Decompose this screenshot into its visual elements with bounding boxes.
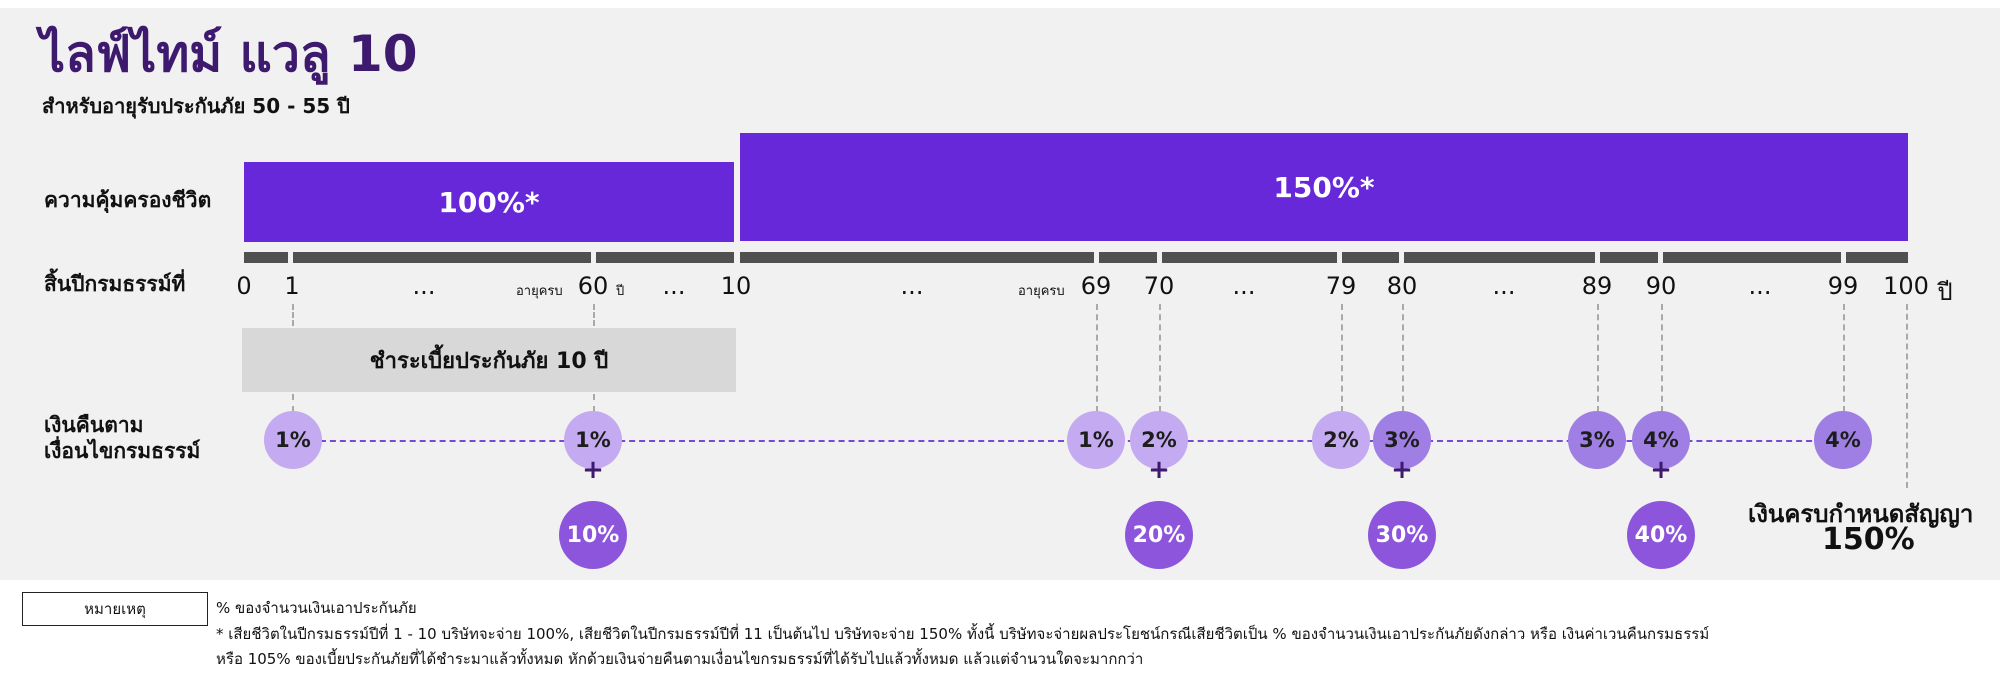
timeline-segment [1404,252,1595,263]
timeline-segment [293,252,591,263]
bonus-circle: 30% [1368,501,1436,569]
connector-line [1597,304,1599,412]
cashback-circle: 1% [564,411,622,469]
timeline-segment [244,252,288,263]
timeline-segment [1162,252,1337,263]
connector-line [292,304,294,326]
cashback-circle: 4% [1814,411,1872,469]
timeline-segment [1600,252,1658,263]
tick-label: 79 [1325,272,1357,300]
product-title: ไลฟ์ไทม์ แวลู 10 [40,25,418,83]
cashback-circle: 2% [1130,411,1188,469]
timeline-segment [1663,252,1841,263]
connector-line [1843,304,1845,412]
timeline-segment [1099,252,1157,263]
bonus-circle: 20% [1125,501,1193,569]
connector-line [593,304,595,326]
plus-sign: + [1148,455,1170,485]
product-subtitle: สำหรับอายุรับประกันภัย 50 - 55 ปี [42,94,350,118]
notes-label-box: หมายเหตุ [22,592,208,626]
age-suffix-label: ปี [616,284,625,299]
tick-ellipsis: ... [662,272,686,300]
coverage-row-label: ความคุ้มครองชีวิต [44,188,212,212]
bonus-circle: 40% [1627,501,1695,569]
note-line: * เสียชีวิตในปีกรมธรรม์ปีที่ 1 - 10 บริษ… [216,625,1710,643]
cashback-circle: 4% [1632,411,1690,469]
infographic-panel [0,8,2000,580]
plus-sign: + [1650,455,1672,485]
age-prefix-label: อายุครบ [516,284,563,299]
note-line: หรือ 105% ของเบี้ยประกันภัยที่ได้ชำระมาแ… [216,650,1144,668]
tick-label: 69 [1080,272,1112,300]
tick-ellipsis: ... [1748,272,1772,300]
cashback-timeline-line [290,440,1842,442]
tick-label: 70 [1143,272,1175,300]
timeline-segment [1846,252,1908,263]
tick-label: 80 [1386,272,1418,300]
coverage-bar-years-11-plus: 150%* [740,133,1908,241]
plus-sign: + [582,455,604,485]
connector-line [1159,304,1161,412]
age-prefix-label: อายุครบ [1018,284,1065,299]
cashback-circle: 2% [1312,411,1370,469]
timeline-segment [1342,252,1399,263]
cashback-circle: 1% [1067,411,1125,469]
tick-label: 89 [1581,272,1613,300]
maturity-connector-line [1906,304,1908,488]
connector-line [593,394,595,412]
maturity-value: 150% [1822,522,1915,557]
note-line: % ของจำนวนเงินเอาประกันภัย [216,599,417,617]
cashback-circle: 3% [1568,411,1626,469]
tick-label: 99 [1827,272,1859,300]
tick-unit-year: ปี [1937,278,1953,306]
cashback-circle: 1% [264,411,322,469]
tick-ellipsis: ... [1492,272,1516,300]
cashback-row-label-line1: เงินคืนตาม [44,413,144,437]
policy-year-row-label: สิ้นปีกรมธรรม์ที่ [44,272,186,296]
connector-line [1402,304,1404,412]
cashback-row-label-line2: เงื่อนไขกรมธรรม์ [44,439,201,463]
tick-label: 1 [284,272,300,300]
tick-label: 100 [1883,272,1929,300]
connector-line [1661,304,1663,412]
coverage-bar-years-1-10: 100%* [244,162,734,242]
tick-ellipsis: ... [1232,272,1256,300]
bonus-circle: 10% [559,501,627,569]
tick-label: 10 [720,272,752,300]
connector-line [292,394,294,412]
connector-line [1341,304,1343,412]
timeline-segment [740,252,1094,263]
tick-ellipsis: ... [412,272,436,300]
maturity-label: เงินครบกำหนดสัญญา [1748,500,1974,528]
cashback-circle: 3% [1373,411,1431,469]
connector-line [1096,304,1098,412]
plus-sign: + [1391,455,1413,485]
premium-payment-period: ชำระเบี้ยประกันภัย 10 ปี [242,328,736,392]
tick-ellipsis: ... [900,272,924,300]
tick-label: 0 [236,272,252,300]
tick-label: 60 [577,272,609,300]
timeline-segment [596,252,734,263]
tick-label: 90 [1645,272,1677,300]
